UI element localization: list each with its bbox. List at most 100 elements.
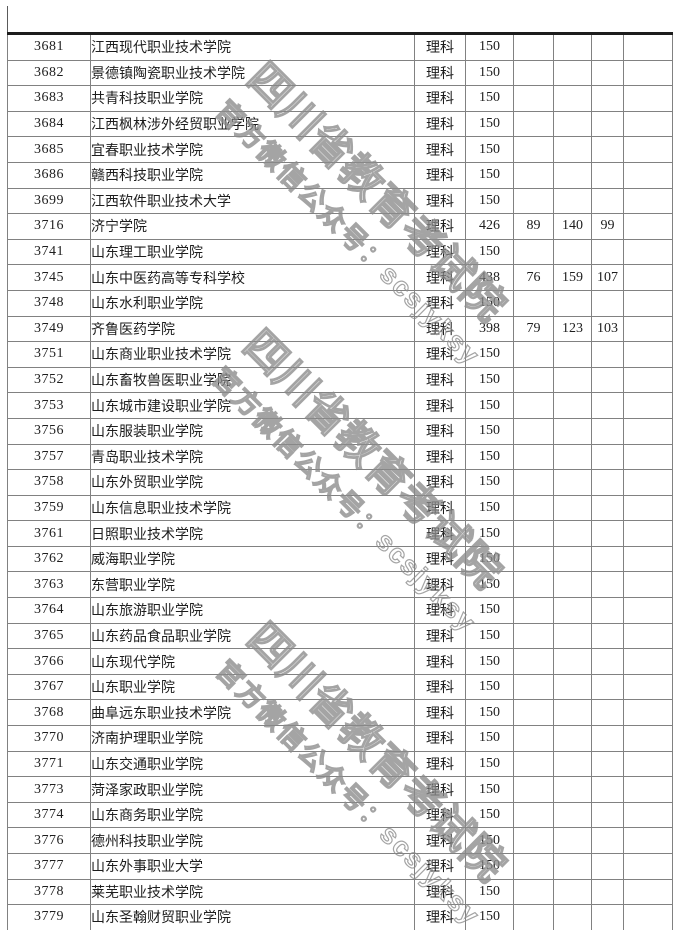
score-cell: 150 — [465, 417, 514, 445]
category-cell: 理科 — [414, 648, 466, 675]
extra-score-cell-3: 107 — [591, 264, 624, 291]
extra-score-cell-2: 140 — [553, 213, 592, 240]
extra-score-cell-1 — [513, 443, 554, 471]
empty-cell — [623, 597, 673, 624]
extra-score-cell-1 — [513, 494, 554, 522]
extra-score-cell-2 — [553, 648, 592, 675]
extra-score-cell-2 — [553, 776, 592, 803]
extra-score-cell-1 — [513, 673, 554, 701]
extra-score-cell-3 — [591, 520, 624, 547]
score-cell: 150 — [465, 392, 514, 419]
extra-score-cell-3 — [591, 673, 624, 701]
category-cell: 理科 — [414, 571, 466, 599]
school-name-cell: 威海职业学院 — [90, 545, 415, 573]
school-code-cell: 3748 — [7, 289, 91, 317]
empty-cell — [623, 878, 673, 906]
extra-score-cell-3 — [591, 545, 624, 573]
empty-cell — [623, 341, 673, 368]
table-row: 3682 景德镇陶瓷职业技术学院 理科 150 — [7, 59, 673, 87]
extra-score-cell-1 — [513, 750, 554, 778]
extra-score-cell-2 — [553, 33, 592, 61]
school-code-cell: 3753 — [7, 392, 91, 419]
score-cell: 150 — [465, 776, 514, 803]
extra-score-cell-2 — [553, 161, 592, 189]
extra-score-cell-1 — [513, 699, 554, 727]
school-name-cell: 齐鲁医药学院 — [90, 315, 415, 343]
school-name-cell: 济南护理职业学院 — [90, 725, 415, 752]
school-name-cell: 山东商业职业技术学院 — [90, 341, 415, 368]
table-row: 3764 山东旅游职业学院 理科 150 — [7, 597, 673, 624]
category-cell: 理科 — [414, 33, 466, 61]
extra-score-cell-2 — [553, 136, 592, 163]
table-row: 3770 济南护理职业学院 理科 150 — [7, 725, 673, 752]
extra-score-cell-1 — [513, 341, 554, 368]
extra-score-cell-1 — [513, 59, 554, 87]
empty-cell — [623, 136, 673, 163]
table-row: 3757 青岛职业技术学院 理科 150 — [7, 443, 673, 471]
category-cell: 理科 — [414, 187, 466, 215]
empty-cell — [623, 545, 673, 573]
extra-score-cell-3: 103 — [591, 315, 624, 343]
school-code-cell: 3716 — [7, 213, 91, 240]
school-name-cell: 山东信息职业技术学院 — [90, 494, 415, 522]
school-name-cell: 东营职业学院 — [90, 571, 415, 599]
empty-cell — [623, 289, 673, 317]
score-cell: 150 — [465, 725, 514, 752]
school-name-cell: 山东外事职业大学 — [90, 853, 415, 880]
score-cell: 150 — [465, 289, 514, 317]
empty-cell — [623, 750, 673, 778]
extra-score-cell-3 — [591, 161, 624, 189]
school-code-cell: 3686 — [7, 161, 91, 189]
school-name-cell: 山东畜牧兽医职业学院 — [90, 366, 415, 394]
extra-score-cell-3 — [591, 827, 624, 854]
school-name-cell: 菏泽家政职业学院 — [90, 776, 415, 803]
table-row: 3681 江西现代职业技术学院 理科 150 — [7, 33, 673, 61]
score-cell: 150 — [465, 443, 514, 471]
extra-score-cell-3 — [591, 622, 624, 650]
extra-score-cell-1 — [513, 725, 554, 752]
table-row: 3771 山东交通职业学院 理科 150 — [7, 750, 673, 778]
empty-cell — [623, 801, 673, 829]
extra-score-cell-3 — [591, 417, 624, 445]
category-cell: 理科 — [414, 366, 466, 394]
school-name-cell: 山东理工职业学院 — [90, 238, 415, 266]
school-name-cell: 赣西科技职业学院 — [90, 161, 415, 189]
extra-score-cell-2 — [553, 750, 592, 778]
category-cell: 理科 — [414, 545, 466, 573]
score-cell: 150 — [465, 59, 514, 87]
category-cell: 理科 — [414, 443, 466, 471]
empty-cell — [623, 853, 673, 880]
table-row: 3751 山东商业职业技术学院 理科 150 — [7, 341, 673, 368]
school-name-cell: 山东旅游职业学院 — [90, 597, 415, 624]
school-code-cell: 3777 — [7, 853, 91, 880]
category-cell: 理科 — [414, 264, 466, 291]
extra-score-cell-3 — [591, 33, 624, 61]
category-cell: 理科 — [414, 494, 466, 522]
category-cell: 理科 — [414, 469, 466, 496]
empty-cell — [623, 33, 673, 61]
extra-score-cell-3 — [591, 469, 624, 496]
score-cell: 150 — [465, 187, 514, 215]
table-row: 3765 山东药品食品职业学院 理科 150 — [7, 622, 673, 650]
school-name-cell: 山东服装职业学院 — [90, 417, 415, 445]
school-name-cell: 山东中医药高等专科学校 — [90, 264, 415, 291]
table-row: 3699 江西软件职业技术大学 理科 150 — [7, 187, 673, 215]
empty-cell — [623, 571, 673, 599]
empty-cell — [623, 187, 673, 215]
extra-score-cell-2 — [553, 725, 592, 752]
table-row: 3683 共青科技职业学院 理科 150 — [7, 85, 673, 112]
table-row: 3779 山东圣翰财贸职业学院 理科 150 — [7, 904, 673, 930]
extra-score-cell-1 — [513, 853, 554, 880]
table-row: 3777 山东外事职业大学 理科 150 — [7, 853, 673, 880]
table-row: 3763 东营职业学院 理科 150 — [7, 571, 673, 599]
score-cell: 150 — [465, 494, 514, 522]
school-name-cell: 日照职业技术学院 — [90, 520, 415, 547]
extra-score-cell-3 — [591, 238, 624, 266]
category-cell: 理科 — [414, 392, 466, 419]
table-row: 3716 济宁学院 理科 426 89 140 99 — [7, 213, 673, 240]
score-cell: 150 — [465, 238, 514, 266]
category-cell: 理科 — [414, 213, 466, 240]
empty-cell — [623, 392, 673, 419]
table-row: 3684 江西枫林涉外经贸职业学院 理科 150 — [7, 110, 673, 138]
table-row: 3759 山东信息职业技术学院 理科 150 — [7, 494, 673, 522]
